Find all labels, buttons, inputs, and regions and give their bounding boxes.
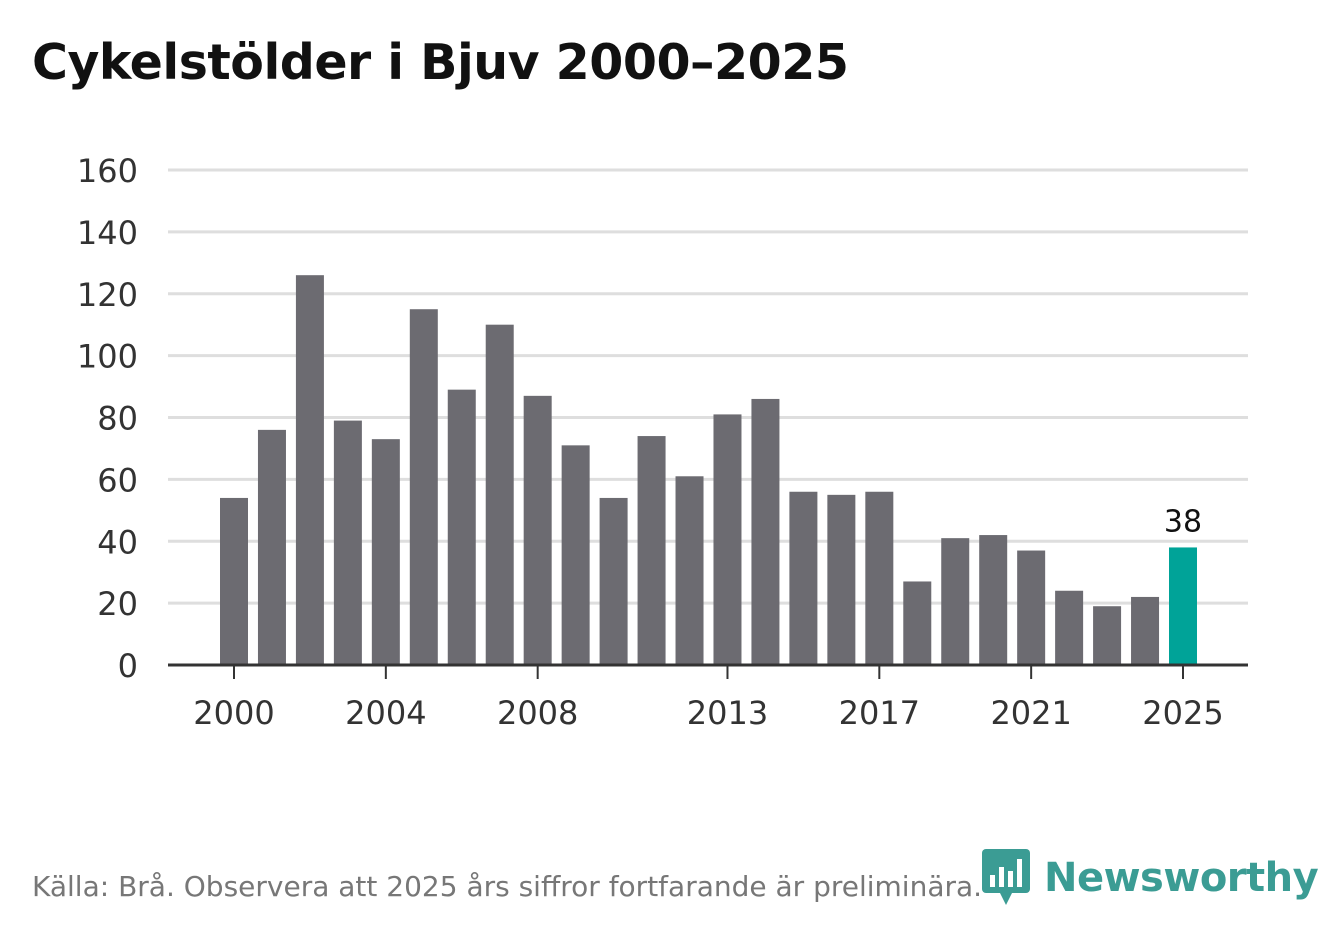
- annotations: 38: [1164, 504, 1202, 539]
- x-tick-label-2004: 2004: [345, 694, 426, 732]
- bar-2006: [447, 389, 476, 665]
- bar-2000: [220, 497, 248, 665]
- bar-2002: [295, 275, 324, 665]
- bar-2025: [1169, 547, 1197, 665]
- x-tick-label-2017: 2017: [839, 694, 920, 732]
- bar-2008: [523, 395, 552, 665]
- brand: Newsworthy: [982, 848, 1319, 908]
- bar-2017: [865, 491, 894, 665]
- y-tick-label-120: 120: [77, 276, 138, 314]
- bar-2014: [751, 398, 780, 665]
- x-tick-label-2025: 2025: [1142, 694, 1223, 732]
- x-tick-label-2008: 2008: [497, 694, 578, 732]
- data-label-2025: 38: [1164, 504, 1202, 539]
- chart-title: Cykelstölder i Bjuv 2000–2025: [32, 34, 849, 91]
- y-tick-label-80: 80: [97, 400, 138, 438]
- bar-2013: [713, 414, 742, 665]
- x-tick-label-2013: 2013: [687, 694, 768, 732]
- y-tick-label-60: 60: [97, 461, 138, 499]
- bars: [220, 275, 1197, 665]
- bar-2010: [599, 497, 628, 665]
- bar-2021: [1017, 550, 1046, 665]
- bar-2011: [637, 436, 666, 665]
- y-tick-label-0: 0: [118, 647, 138, 685]
- y-tick-label-140: 140: [77, 214, 138, 252]
- bar-2024: [1131, 596, 1160, 665]
- x-tick-label-2021: 2021: [990, 694, 1071, 732]
- newsworthy-chart-icon: [982, 849, 1030, 905]
- bar-2007: [485, 324, 514, 665]
- bar-2009: [561, 445, 590, 665]
- bar-2023: [1093, 606, 1122, 665]
- bar-2001: [257, 429, 286, 665]
- y-tick-label-160: 160: [77, 152, 138, 190]
- bar-2019: [941, 538, 970, 665]
- y-tick-label-20: 20: [97, 585, 138, 623]
- y-tick-label-40: 40: [97, 523, 138, 561]
- y-axis-ticks: 0 20 40 60 80 100 120 140 160: [77, 152, 138, 685]
- source-note: Källa: Brå. Observera att 2025 års siffr…: [32, 870, 983, 903]
- bar-2005: [409, 309, 438, 665]
- bar-2022: [1055, 590, 1084, 665]
- bar-2016: [827, 494, 856, 665]
- bar-2018: [903, 581, 932, 665]
- bar-2003: [333, 420, 362, 665]
- x-axis-ticks: 2000 2004 2008 2013 2017 2021 2025: [193, 665, 1224, 732]
- x-tick-label-2000: 2000: [193, 694, 274, 732]
- brand-name: Newsworthy: [1044, 855, 1319, 901]
- bar-2020: [979, 535, 1008, 665]
- bar-2015: [789, 491, 818, 665]
- bar-2004: [371, 439, 400, 665]
- grid-lines: [168, 168, 1248, 605]
- y-tick-label-100: 100: [77, 338, 138, 376]
- bar-2012: [675, 476, 704, 665]
